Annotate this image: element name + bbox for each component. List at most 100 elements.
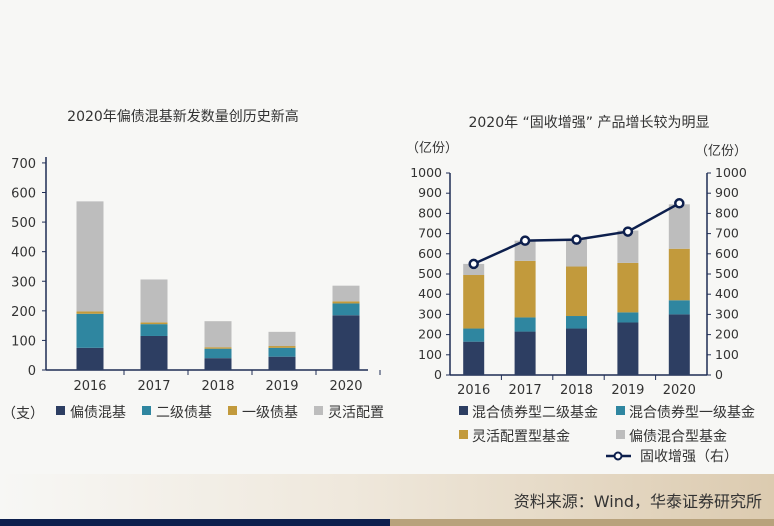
right-right-y-tick-label: 200 (715, 327, 739, 342)
left-y-ticks: 0 100 200 300 400 500 600 700 (11, 157, 46, 379)
right-bar-segment (514, 317, 536, 332)
right-right-y-tick-label: 1000 (715, 165, 747, 180)
right-x-tick-label: 2016 (457, 383, 490, 398)
right-right-unit: （亿份） (695, 144, 747, 159)
right-bar-segment (463, 275, 485, 329)
right-legend-swatch (459, 406, 468, 415)
right-left-y-tick-label: 700 (418, 226, 442, 241)
right-line-point (674, 198, 685, 209)
left-bar-segment (76, 201, 104, 312)
left-legend-label: 二级债基 (156, 404, 212, 421)
source-note: 资料来源：Wind，华泰证券研究所 (513, 492, 762, 511)
left-bar-segment (76, 313, 104, 348)
right-legend-label: 混合债券型二级基金 (472, 404, 598, 421)
right-line-point (519, 235, 531, 246)
right-bar-segment (668, 204, 690, 249)
left-legend-swatch (314, 406, 323, 415)
right-legend-label: 灵活配置型基金 (472, 428, 570, 445)
left-bar-segment (332, 285, 360, 302)
right-left-unit: （亿份） (406, 141, 458, 156)
right-bar-segment (668, 300, 690, 315)
left-bar-segment (332, 315, 360, 370)
right-bar-segment (514, 331, 536, 375)
right-left-y-tick-label: 800 (418, 205, 442, 220)
left-legend-label: 一级债基 (242, 404, 298, 421)
left-bar-segment (204, 348, 232, 359)
right-right-y-tick-label: 400 (715, 286, 739, 301)
right-line-point (468, 258, 479, 270)
left-bar-segment (268, 347, 296, 357)
left-x-tick-label: 2016 (73, 379, 106, 394)
footer: 资料来源：Wind，华泰证券研究所 (0, 474, 774, 526)
left-y-tick-label: 300 (11, 275, 36, 290)
left-bar-segment (268, 356, 296, 370)
left-y-tick-label: 700 (11, 157, 36, 172)
right-bar-segment (463, 263, 485, 276)
left-legend: （支） 偏债混基 二级债基 一级债基 灵活配置 (2, 404, 384, 422)
left-bar-segment (140, 324, 168, 336)
right-bar-segment (566, 266, 587, 317)
right-chart-title: 2020年 “固收增强” 产品增长较为明显 (468, 115, 709, 131)
right-bar-segment (514, 260, 536, 318)
right-bar-segment (514, 240, 536, 261)
right-legend-swatch (459, 430, 468, 439)
right-legend-label: 混合债券型一级基金 (629, 404, 755, 421)
right-right-y-tick-label: 500 (715, 266, 739, 281)
left-bar-segment (140, 322, 168, 325)
right-y-ticks: 0 0 100 100 200 200 300 300 400 400 500 500 600 600 70… (410, 165, 747, 382)
left-bar-segment (268, 346, 296, 348)
left-bar-segment (332, 303, 360, 316)
right-left-y-tick-label: 300 (418, 306, 442, 321)
left-bar-segment (140, 279, 168, 323)
left-y-tick-label: 400 (11, 246, 36, 261)
right-legend-marker (613, 451, 623, 461)
left-x-tick-label: 2019 (265, 379, 298, 394)
right-bar-segment (668, 248, 690, 301)
right-bar-segment (617, 322, 639, 375)
right-bar-segment (668, 314, 690, 375)
left-chart-title: 2020年偏债混基新发数量创历史新高 (67, 108, 299, 125)
right-legend-line-label: 固收增强（右） (640, 449, 738, 465)
charts-canvas: 2020年偏债混基新发数量创历史新高 0 100 200 300 400 500 600 70… (2, 108, 755, 465)
right-line-series (468, 198, 685, 270)
left-chart: 2020年偏债混基新发数量创历史新高 0 100 200 300 400 500 600 70… (2, 108, 384, 422)
left-x-tick-label: 2018 (201, 379, 234, 394)
right-bar-segment (617, 230, 639, 263)
right-bars (463, 204, 690, 375)
right-right-y-tick-label: 800 (715, 205, 739, 220)
right-left-y-tick-label: 900 (418, 185, 442, 200)
left-bars (76, 201, 360, 370)
right-right-y-tick-label: 0 (715, 367, 723, 382)
right-chart: 2020年 “固收增强” 产品增长较为明显 （亿份） （亿份） 0 0 100 100… (406, 115, 755, 465)
right-left-y-tick-label: 600 (418, 246, 442, 261)
left-y-tick-label: 200 (11, 305, 36, 320)
right-left-y-tick-label: 0 (434, 367, 442, 382)
left-bar-segment (268, 331, 296, 347)
left-legend-swatch (142, 406, 151, 415)
left-y-tick-label: 600 (11, 187, 36, 202)
left-bar-segment (140, 335, 168, 370)
left-legend-label: 偏债混基 (70, 404, 126, 421)
left-bar-segment (204, 321, 232, 348)
right-right-y-tick-label: 300 (715, 306, 739, 321)
right-line-point (571, 234, 582, 245)
right-right-y-tick-label: 900 (715, 185, 739, 200)
right-x-tick-label: 2020 (663, 383, 696, 398)
right-left-y-tick-label: 400 (418, 286, 442, 301)
right-x-tick-label: 2017 (509, 383, 542, 398)
left-y-tick-label: 500 (11, 216, 36, 231)
right-right-y-tick-label: 600 (715, 246, 739, 261)
right-bar-segment (617, 312, 639, 323)
right-left-y-tick-label: 100 (418, 347, 442, 362)
left-bar-segment (332, 301, 360, 304)
left-x-labels: 2016 2017 2018 2019 2020 (73, 370, 381, 394)
left-x-tick-label: 2020 (329, 379, 362, 394)
right-bar-segment (617, 262, 639, 313)
left-legend-label: 灵活配置 (328, 405, 384, 421)
left-y-tick-label: 0 (28, 364, 36, 379)
right-bar-segment (566, 239, 587, 267)
left-y-tick-label: 100 (11, 334, 36, 349)
right-legend-swatch (616, 430, 625, 439)
left-legend-swatch (56, 406, 65, 415)
left-x-tick-label: 2017 (137, 379, 170, 394)
